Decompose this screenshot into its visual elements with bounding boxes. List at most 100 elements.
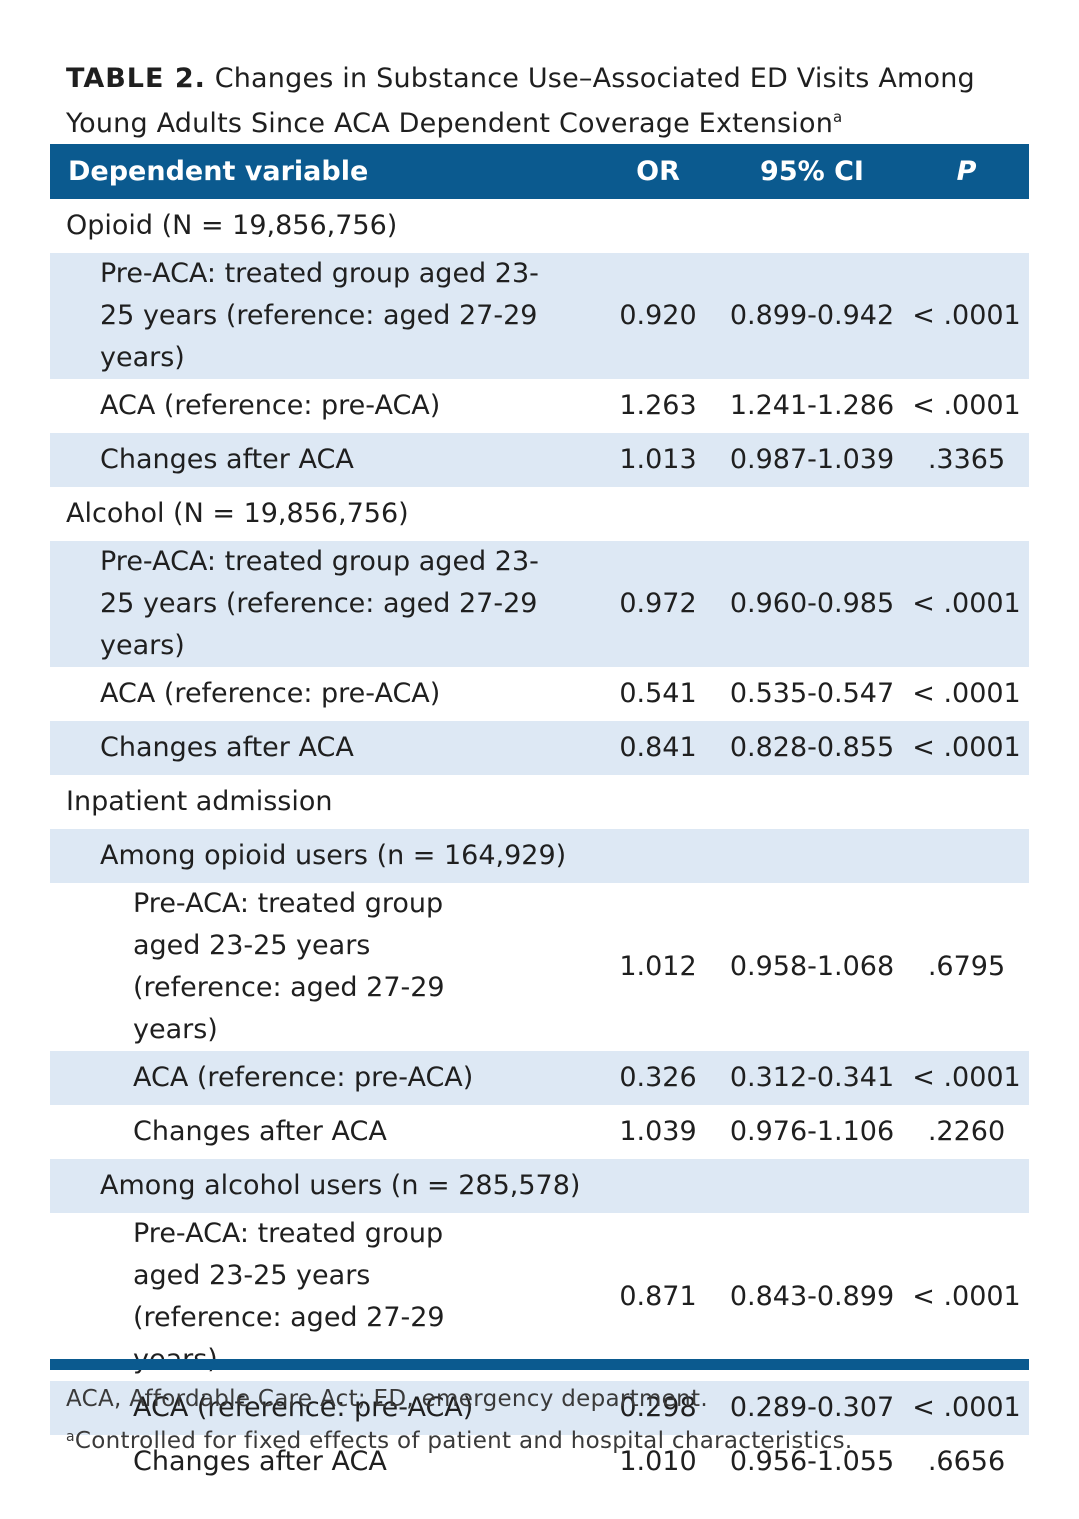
table-row: Inpatient admission <box>50 775 1029 829</box>
ci-value: 0.976-1.106 <box>729 1116 895 1147</box>
column-header-or: OR <box>636 156 680 187</box>
row-label: Changes after ACA <box>133 1446 387 1477</box>
row-label: Changes after ACA <box>133 1116 387 1147</box>
table-row: ACA (reference: pre-ACA) 0.326 0.312-0.3… <box>50 1051 1029 1105</box>
ci-value: 0.987-1.039 <box>729 444 895 475</box>
row-label: ACA (reference: pre-ACA) <box>133 1062 474 1093</box>
table-row: ACA (reference: pre-ACA) 1.263 1.241-1.2… <box>50 379 1029 433</box>
ci-value <box>720 487 904 541</box>
table-row: Among opioid users (n = 164,929) <box>50 829 1029 883</box>
table-number: TABLE 2. <box>66 63 206 94</box>
p-value: < .0001 <box>912 732 1021 763</box>
table-row: Changes after ACA 0.841 0.828-0.855 < .0… <box>50 721 1029 775</box>
or-value <box>596 199 720 253</box>
ci-value <box>720 829 904 883</box>
ci-value: 0.960-0.985 <box>729 588 895 619</box>
row-label: Pre-ACA: treated group aged 23-25 years … <box>100 258 539 373</box>
footnote-a: aControlled for fixed effects of patient… <box>66 1428 1026 1454</box>
p-value <box>904 829 1029 883</box>
or-value: 0.541 <box>619 678 697 709</box>
row-label: Pre-ACA: treated group aged 23-25 years … <box>133 1218 445 1375</box>
ci-value: 0.312-0.341 <box>729 1062 895 1093</box>
table-row: Pre-ACA: treated group aged 23-25 years … <box>50 883 1029 1051</box>
or-value <box>596 1159 720 1213</box>
or-value: 0.841 <box>619 732 697 763</box>
p-value <box>904 487 1029 541</box>
column-header-ci: 95% CI <box>760 156 864 187</box>
table-row: Changes after ACA 1.039 0.976-1.106 .226… <box>50 1105 1029 1159</box>
results-table: Dependent variable OR 95% CI P Opioid (N… <box>50 144 1029 1489</box>
p-value: < .0001 <box>912 390 1021 421</box>
table-row: Changes after ACA 1.013 0.987-1.039 .336… <box>50 433 1029 487</box>
table-row: Pre-ACA: treated group aged 23-25 years … <box>50 1213 1029 1381</box>
ci-value: 0.899-0.942 <box>729 300 895 331</box>
column-header-p: P <box>956 156 977 187</box>
abbreviations-footnote: ACA, Affordable Care Act; ED, emergency … <box>66 1386 708 1412</box>
table-row: Pre-ACA: treated group aged 23-25 years … <box>50 541 1029 667</box>
row-label: Changes after ACA <box>100 732 354 763</box>
p-value: < .0001 <box>912 1281 1021 1312</box>
or-value <box>596 829 720 883</box>
p-value: < .0001 <box>912 300 1021 331</box>
table-row: Opioid (N = 19,856,756) <box>50 199 1029 253</box>
p-value: < .0001 <box>912 588 1021 619</box>
p-value <box>904 775 1029 829</box>
table-bottom-rule <box>50 1359 1029 1370</box>
p-value <box>904 199 1029 253</box>
p-value: .6795 <box>927 951 1006 982</box>
row-label: Alcohol (N = 19,856,756) <box>66 498 409 529</box>
or-value: 0.920 <box>619 300 697 331</box>
ci-value <box>720 199 904 253</box>
footnote-a-text: Controlled for fixed effects of patient … <box>74 1428 853 1454</box>
p-value: .3365 <box>927 444 1006 475</box>
or-value: 1.263 <box>619 390 697 421</box>
ci-value: 0.956-1.055 <box>729 1446 895 1477</box>
or-value: 0.326 <box>619 1062 697 1093</box>
ci-value: 1.241-1.286 <box>729 390 895 421</box>
row-label: Changes after ACA <box>100 444 354 475</box>
ci-value: 0.843-0.899 <box>729 1281 895 1312</box>
table-row: ACA (reference: pre-ACA) 0.298 0.289-0.3… <box>50 1381 1029 1435</box>
or-value <box>596 487 720 541</box>
ci-value: 0.535-0.547 <box>729 678 895 709</box>
table-row: Among alcohol users (n = 285,578) <box>50 1159 1029 1213</box>
or-value: 1.012 <box>619 951 697 982</box>
table-title-text: Changes in Substance Use–Associated ED V… <box>66 63 975 139</box>
p-value: .6656 <box>927 1446 1006 1477</box>
footnote-a-mark: a <box>66 1429 75 1445</box>
table-row: Alcohol (N = 19,856,756) <box>50 487 1029 541</box>
row-label: ACA (reference: pre-ACA) <box>100 678 441 709</box>
row-label: Among opioid users (n = 164,929) <box>100 840 567 871</box>
p-value: .2260 <box>927 1116 1006 1147</box>
table-row: Changes after ACA 1.010 0.956-1.055 .665… <box>50 1435 1029 1489</box>
or-value: 1.013 <box>619 444 697 475</box>
row-label: Pre-ACA: treated group aged 23-25 years … <box>133 888 445 1045</box>
or-value <box>596 775 720 829</box>
or-value: 0.298 <box>619 1392 697 1423</box>
row-label: ACA (reference: pre-ACA) <box>133 1392 474 1423</box>
ci-value: 0.828-0.855 <box>729 732 895 763</box>
column-header-variable: Dependent variable <box>68 156 369 187</box>
p-value: < .0001 <box>912 678 1021 709</box>
row-label: ACA (reference: pre-ACA) <box>100 390 441 421</box>
table-header-row: Dependent variable OR 95% CI P <box>50 144 1029 199</box>
row-label: Among alcohol users (n = 285,578) <box>100 1170 581 1201</box>
row-label: Opioid (N = 19,856,756) <box>66 210 398 241</box>
p-value: < .0001 <box>912 1062 1021 1093</box>
p-value: < .0001 <box>912 1392 1021 1423</box>
table-row: ACA (reference: pre-ACA) 0.541 0.535-0.5… <box>50 667 1029 721</box>
ci-value: 0.289-0.307 <box>729 1392 895 1423</box>
or-value: 0.871 <box>619 1281 697 1312</box>
row-label: Inpatient admission <box>66 786 333 817</box>
ci-value <box>720 1159 904 1213</box>
ci-value: 0.958-1.068 <box>729 951 895 982</box>
footnote-mark: a <box>833 108 843 126</box>
or-value: 1.010 <box>619 1446 697 1477</box>
table-title: TABLE 2. Changes in Substance Use–Associ… <box>66 60 1026 143</box>
p-value <box>904 1159 1029 1213</box>
or-value: 1.039 <box>619 1116 697 1147</box>
row-label: Pre-ACA: treated group aged 23-25 years … <box>100 546 539 661</box>
ci-value <box>720 775 904 829</box>
table-row: Pre-ACA: treated group aged 23-25 years … <box>50 253 1029 379</box>
or-value: 0.972 <box>619 588 697 619</box>
